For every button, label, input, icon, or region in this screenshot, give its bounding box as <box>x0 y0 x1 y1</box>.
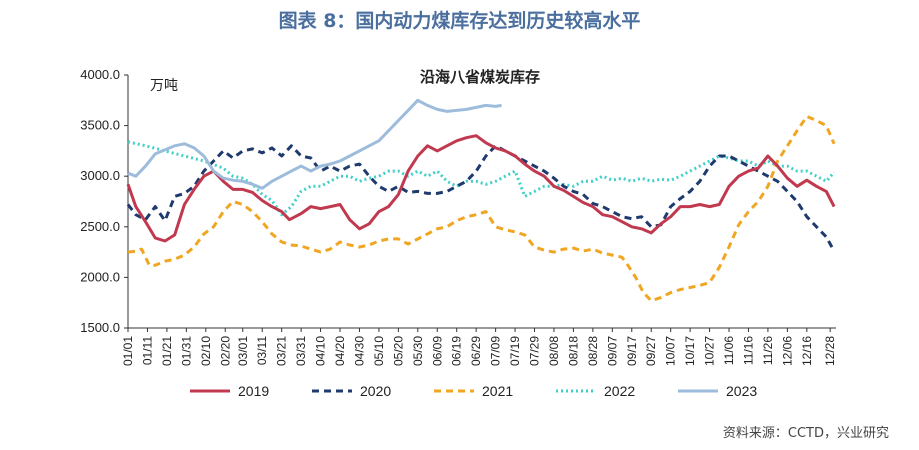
x-tick-label: 01/31 <box>179 336 193 366</box>
x-tick-label: 11/06 <box>722 336 736 365</box>
legend-item-2023: 2023 <box>678 383 757 399</box>
x-tick-label: 07/19 <box>508 336 522 366</box>
source-note: 资料来源：CCTD，兴业研究 <box>722 426 889 441</box>
x-tick-label: 08/28 <box>586 336 600 366</box>
x-tick-label: 01/01 <box>121 336 135 366</box>
legend-item-2022: 2022 <box>556 383 635 399</box>
series-lines <box>126 98 836 303</box>
legend-label: 2021 <box>482 383 513 399</box>
x-tick-label: 06/19 <box>450 336 464 366</box>
x-tick-label: 09/27 <box>644 336 658 366</box>
y-tick-label: 3000.0 <box>80 168 120 183</box>
x-tick-label: 10/17 <box>683 336 697 366</box>
x-tick-label: 06/09 <box>430 336 444 366</box>
x-tick-label: 09/17 <box>625 336 639 366</box>
legend: 2019 2020 2021 2022 2023 <box>190 383 757 399</box>
legend-label: 2022 <box>604 383 635 399</box>
x-tick-label: 04/30 <box>352 336 366 366</box>
x-tick-label: 10/07 <box>664 336 678 366</box>
y-tick-label: 3500.0 <box>80 118 120 133</box>
x-tick-label: 01/21 <box>160 336 174 366</box>
y-tick-label: 2500.0 <box>80 219 120 234</box>
x-tick-label: 08/18 <box>566 336 580 366</box>
y-tick-label: 2000.0 <box>80 269 120 284</box>
x-tick-label: 07/29 <box>528 336 542 366</box>
x-tick-label: 04/20 <box>333 336 347 366</box>
legend-label: 2019 <box>238 383 269 399</box>
x-tick-label: 02/20 <box>218 336 232 366</box>
x-tick-label: 01/11 <box>140 336 154 365</box>
legend-label: 2020 <box>360 383 391 399</box>
x-tick-label: 08/08 <box>547 336 561 366</box>
x-tick-label: 05/10 <box>372 336 386 366</box>
series-line-2022 <box>127 140 836 217</box>
chart-title: 沿海八省煤炭库存 <box>420 68 540 86</box>
x-tick-label: 06/29 <box>469 336 483 366</box>
chart-axes <box>127 75 836 329</box>
figure-title: 图表 8：国内动力煤库存达到历史较高水平 <box>278 10 641 32</box>
x-tick-label: 11/26 <box>761 336 775 365</box>
x-tick-label: 12/16 <box>800 336 814 366</box>
legend-item-2019: 2019 <box>190 383 269 399</box>
series-line-2019 <box>126 134 836 243</box>
series-line-2021 <box>127 115 836 303</box>
x-tick-label: 05/20 <box>391 336 405 366</box>
x-tick-label: 05/30 <box>411 336 425 366</box>
x-tick-label: 03/31 <box>294 336 308 366</box>
x-tick-label: 12/06 <box>780 336 794 366</box>
series-line-2023 <box>127 98 502 190</box>
line-chart: 1500.0 2000.0 2500.0 3000.0 3500.0 4000.0 01/… <box>80 67 837 399</box>
x-tick-label: 10/27 <box>703 336 717 366</box>
x-axis-ticks: 01/01 01/11 01/21 01/31 02/10 02/20 03/01 03/11… <box>121 328 837 366</box>
legend-label: 2023 <box>726 383 757 399</box>
x-tick-label: 02/10 <box>199 336 213 366</box>
legend-item-2020: 2020 <box>312 383 391 399</box>
legend-item-2021: 2021 <box>434 383 513 399</box>
y-tick-label: 4000.0 <box>80 67 120 82</box>
x-tick-label: 11/16 <box>741 336 755 365</box>
x-tick-label: 03/11 <box>255 336 269 365</box>
unit-label: 万吨 <box>150 78 178 94</box>
y-axis-ticks: 1500.0 2000.0 2500.0 3000.0 3500.0 4000.0 <box>80 67 128 335</box>
x-tick-label: 03/21 <box>275 336 289 366</box>
x-tick-label: 09/07 <box>605 336 619 366</box>
x-tick-label: 07/09 <box>489 336 503 366</box>
series-line-2020 <box>126 144 836 252</box>
x-tick-label: 12/28 <box>823 336 837 366</box>
y-tick-label: 1500.0 <box>80 320 120 335</box>
x-tick-label: 04/10 <box>314 336 328 366</box>
x-tick-label: 03/01 <box>236 336 250 366</box>
